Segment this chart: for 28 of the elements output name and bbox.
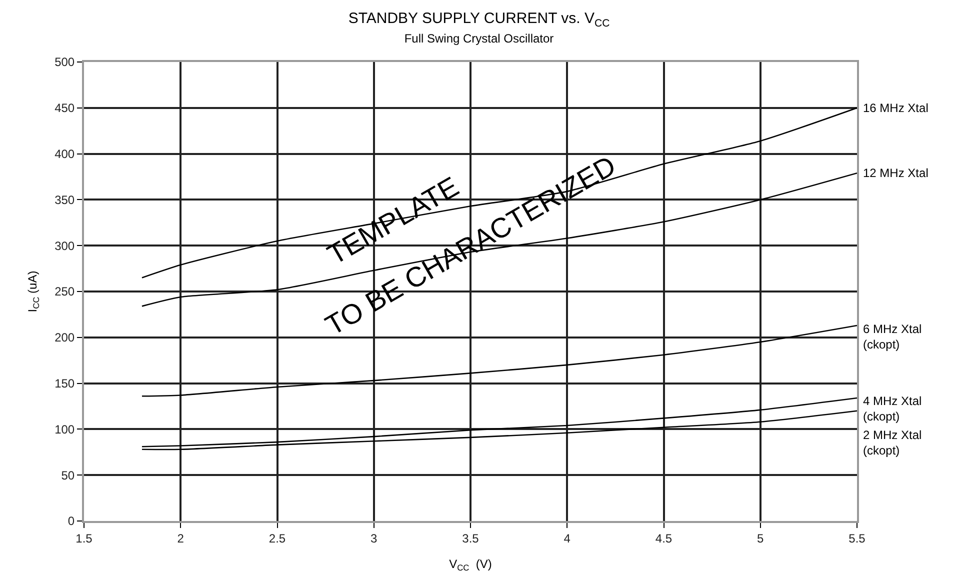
x-tick-label: 1.5 [76,531,93,546]
series-label: 12 MHz Xtal [863,166,928,180]
chart-title: STANDBY SUPPLY CURRENT vs. V$_{CC}$ [348,10,610,30]
chart-subtitle: Full Swing Crystal Oscillator [404,32,554,46]
y-tick-label: 400 [54,147,75,161]
x-tick-label: 4 [564,531,571,546]
y-tick-label: 250 [54,284,75,299]
y-tick-label: 0 [68,514,75,528]
x-tick-label: 2 [177,531,184,546]
y-tick-label: 450 [54,101,75,116]
y-tick-label: 100 [54,422,75,436]
y-tick-label: 200 [54,330,75,345]
series-label: 2 MHz Xtal (ckopt) [863,428,922,458]
y-tick-label: 50 [61,468,75,482]
series-label: 6 MHz Xtal (ckopt) [863,322,922,352]
x-axis-title: V$_{CC}$ (V) [449,556,492,572]
series-label: 16 MHz Xtal [863,101,928,115]
y-tick-label: 350 [54,192,75,207]
x-tick-label: 2.5 [268,531,286,546]
y-tick-label: 300 [54,238,75,253]
series-label: 4 MHz Xtal (ckopt) [863,394,922,424]
y-tick-label: 500 [54,55,75,70]
x-tick-label: 5 [757,531,764,546]
x-tick-label: 3.5 [462,531,480,546]
y-tick-label: 150 [54,376,75,390]
x-tick-label: 4.5 [655,531,672,546]
x-tick-label: 5.5 [848,531,866,546]
x-tick-label: 3 [370,531,378,546]
